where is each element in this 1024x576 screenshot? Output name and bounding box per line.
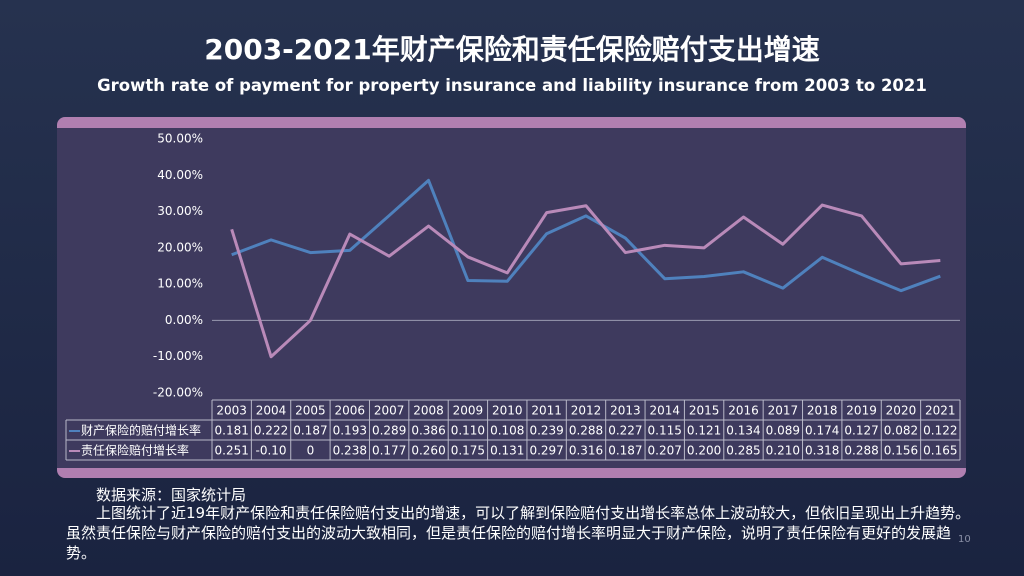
table-value: 0.251 (215, 444, 249, 458)
table-value: 0.238 (333, 444, 367, 458)
x-tick-label: 2005 (295, 404, 326, 418)
description: 上图统计了近19年财产保险和责任保险赔付支出的增速，可以了解到保险赔付支出增长率… (66, 504, 971, 562)
title: 2003-2021年财产保险和责任保险赔付支出增速 (204, 33, 820, 66)
x-tick-label: 2015 (689, 404, 720, 418)
x-tick-label: 2007 (374, 404, 405, 418)
table-value: 0.316 (569, 444, 603, 458)
table-value: 0.187 (608, 444, 642, 458)
table-value: 0.207 (648, 444, 682, 458)
y-tick-label: 50.00% (157, 132, 203, 146)
subtitle: Growth rate of payment for property insu… (97, 76, 927, 95)
x-tick-label: 2003 (216, 404, 247, 418)
y-tick-label: 10.00% (157, 277, 203, 291)
x-tick-label: 2016 (728, 404, 759, 418)
x-tick-label: 2013 (610, 404, 641, 418)
table-value: 0.386 (411, 424, 445, 438)
table-value: 0.122 (923, 424, 957, 438)
table-value: 0.165 (923, 444, 957, 458)
table-value: 0.134 (726, 424, 760, 438)
table-value: 0.131 (490, 444, 524, 458)
x-tick-label: 2006 (335, 404, 366, 418)
table-value: 0.181 (215, 424, 249, 438)
table-value: 0 (307, 444, 315, 458)
y-tick-label: 30.00% (157, 204, 203, 218)
source: 数据来源：国家统计局 (96, 486, 247, 504)
y-tick-label: 20.00% (157, 240, 203, 254)
x-tick-label: 2008 (413, 404, 444, 418)
table-value: 0.260 (411, 444, 445, 458)
y-tick-label: 40.00% (157, 168, 203, 182)
table-value: 0.108 (490, 424, 524, 438)
table-value: 0.115 (648, 424, 682, 438)
table-value: 0.177 (372, 444, 406, 458)
table-value: 0.288 (844, 444, 878, 458)
table-value: -0.10 (256, 444, 287, 458)
table-value: 0.121 (687, 424, 721, 438)
table-value: 0.318 (805, 444, 839, 458)
table-value: 0.156 (884, 444, 918, 458)
x-tick-label: 2011 (531, 404, 562, 418)
table-value: 0.227 (608, 424, 642, 438)
table-value: 0.200 (687, 444, 721, 458)
y-tick-label: -10.00% (153, 349, 203, 363)
table-value: 0.187 (293, 424, 327, 438)
table-value: 0.288 (569, 424, 603, 438)
table-value: 0.239 (529, 424, 563, 438)
table-value: 0.127 (844, 424, 878, 438)
legend-label: 财产保险的赔付增长率 (81, 423, 201, 438)
x-tick-label: 2020 (886, 404, 917, 418)
series-line (230, 203, 941, 359)
x-tick-label: 2004 (256, 404, 287, 418)
table-value: 0.175 (451, 444, 485, 458)
x-tick-label: 2018 (807, 404, 838, 418)
table-value: 0.082 (884, 424, 918, 438)
x-tick-label: 2010 (492, 404, 523, 418)
panel (57, 128, 966, 468)
x-tick-label: 2014 (649, 404, 680, 418)
table-value: 0.210 (766, 444, 800, 458)
table-value: 0.193 (333, 424, 367, 438)
x-tick-label: 2012 (571, 404, 602, 418)
x-tick-label: 2009 (453, 404, 484, 418)
table-value: 0.089 (766, 424, 800, 438)
table-value: 0.297 (529, 444, 563, 458)
legend-label: 责任保险赔付增长率 (81, 443, 189, 458)
x-tick-label: 2019 (846, 404, 877, 418)
table-value: 0.222 (254, 424, 288, 438)
table-value: 0.289 (372, 424, 406, 438)
table-value: 0.285 (726, 444, 760, 458)
y-tick-label: 0.00% (165, 313, 203, 327)
table-value: 0.174 (805, 424, 839, 438)
x-tick-label: 2017 (768, 404, 799, 418)
series-line (231, 178, 941, 293)
table-value: 0.110 (451, 424, 485, 438)
y-tick-label: -20.00% (153, 386, 203, 400)
x-tick-label: 2021 (925, 404, 956, 418)
page-number: 10 (958, 534, 971, 545)
